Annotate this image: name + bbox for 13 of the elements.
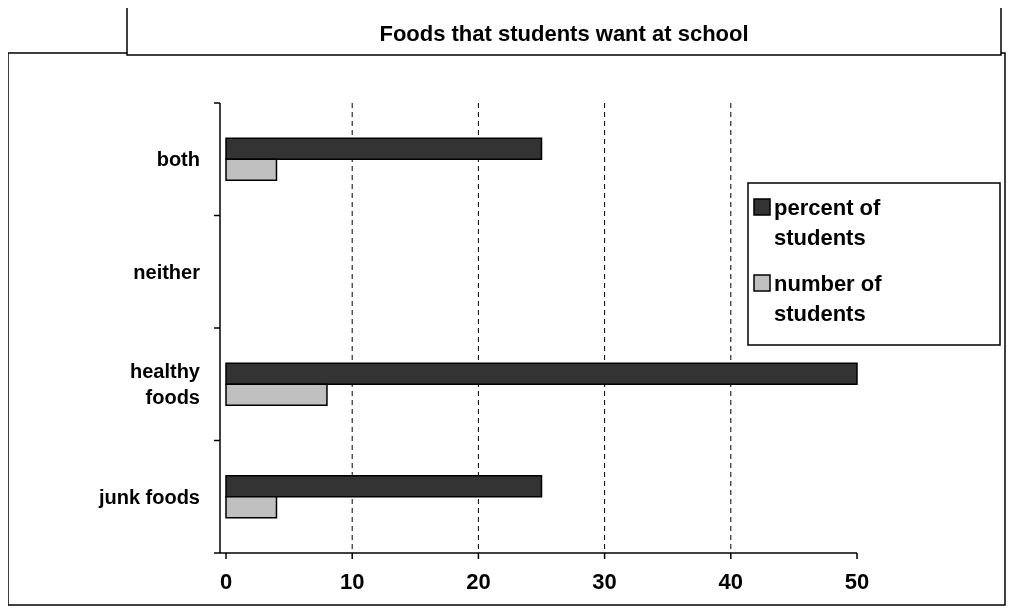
- x-tick-label: 10: [339, 569, 365, 594]
- y-tick-label: healthy foods: [129, 360, 201, 409]
- x-tick-label: 40: [718, 569, 744, 594]
- y-tick-label: neither: [133, 260, 201, 283]
- x-tick-label: 20: [466, 569, 491, 594]
- chart-title: Foods that students want at school: [379, 21, 749, 46]
- x-tick-label: 50: [844, 569, 870, 594]
- x-tick-label: 0: [219, 569, 233, 594]
- x-tick-label: 30: [592, 569, 617, 594]
- legend-label: number of students: [774, 271, 883, 326]
- y-tick-label: both: [156, 148, 200, 171]
- y-tick-label: junk foods: [97, 485, 200, 508]
- legend-label: percent of students: [774, 195, 882, 250]
